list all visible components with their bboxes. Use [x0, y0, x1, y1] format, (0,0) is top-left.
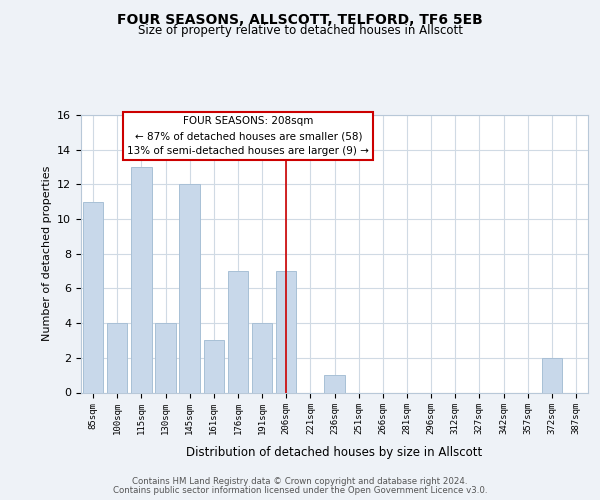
Bar [227, 271, 248, 392]
Text: Size of property relative to detached houses in Allscott: Size of property relative to detached ho… [137, 24, 463, 37]
Bar [131, 167, 152, 392]
Text: Contains HM Land Registry data © Crown copyright and database right 2024.: Contains HM Land Registry data © Crown c… [132, 477, 468, 486]
Bar [324, 375, 345, 392]
Bar [542, 358, 562, 392]
Bar [179, 184, 200, 392]
X-axis label: Distribution of detached houses by size in Allscott: Distribution of detached houses by size … [187, 446, 482, 458]
Bar [276, 271, 296, 392]
Text: Contains public sector information licensed under the Open Government Licence v3: Contains public sector information licen… [113, 486, 487, 495]
Y-axis label: Number of detached properties: Number of detached properties [41, 166, 52, 342]
Bar [252, 323, 272, 392]
Bar [83, 202, 103, 392]
Bar [155, 323, 176, 392]
Text: FOUR SEASONS, ALLSCOTT, TELFORD, TF6 5EB: FOUR SEASONS, ALLSCOTT, TELFORD, TF6 5EB [117, 12, 483, 26]
Text: FOUR SEASONS: 208sqm
← 87% of detached houses are smaller (58)
13% of semi-detac: FOUR SEASONS: 208sqm ← 87% of detached h… [127, 116, 369, 156]
Bar [203, 340, 224, 392]
Bar [107, 323, 127, 392]
